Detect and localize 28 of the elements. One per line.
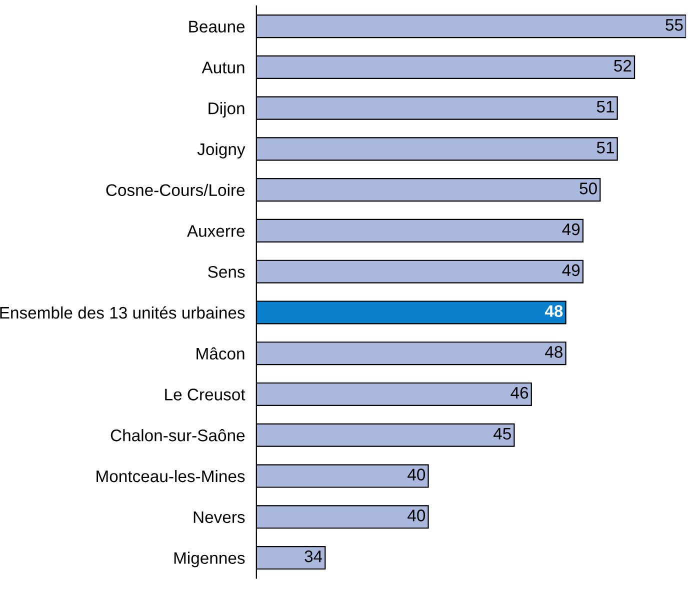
y-tick-label: Montceau-les-Mines: [96, 470, 245, 482]
data-label: 51: [596, 100, 614, 113]
data-label: 51: [596, 142, 614, 154]
y-tick-label: Migennes: [174, 552, 245, 568]
data-label: 40: [408, 468, 426, 480]
data-label: 48: [544, 305, 563, 317]
y-tick-label: Autun: [202, 62, 244, 74]
data-label: 50: [580, 182, 597, 194]
data-label: 40: [408, 510, 426, 522]
data-label: 52: [614, 60, 632, 72]
y-tick-label: Ensemble des 13 unités urbaines: [0, 306, 245, 319]
y-tick-label: Auxerre: [186, 225, 245, 237]
y-tick-label: Beaune: [189, 20, 245, 33]
y-tick-label: Nevers: [194, 511, 245, 524]
y-tick-label: Dijon: [208, 102, 244, 118]
y-tick-label: Le Creusot: [165, 388, 246, 400]
y-tick-label: Sens: [208, 266, 245, 278]
data-label: 48: [545, 346, 562, 358]
data-label: 49: [562, 264, 580, 276]
data-label: 34: [304, 550, 322, 562]
y-tick-label: Cosne-Cours/Loire: [106, 184, 245, 196]
data-label: 46: [510, 386, 528, 399]
data-label: 49: [562, 223, 580, 236]
data-label: 55: [666, 19, 683, 31]
y-tick-label: Joigny: [197, 142, 246, 158]
data-label: 45: [493, 428, 511, 440]
y-tick-label: Mâcon: [196, 347, 244, 360]
y-tick-label: Chalon-sur-Saône: [110, 429, 245, 442]
